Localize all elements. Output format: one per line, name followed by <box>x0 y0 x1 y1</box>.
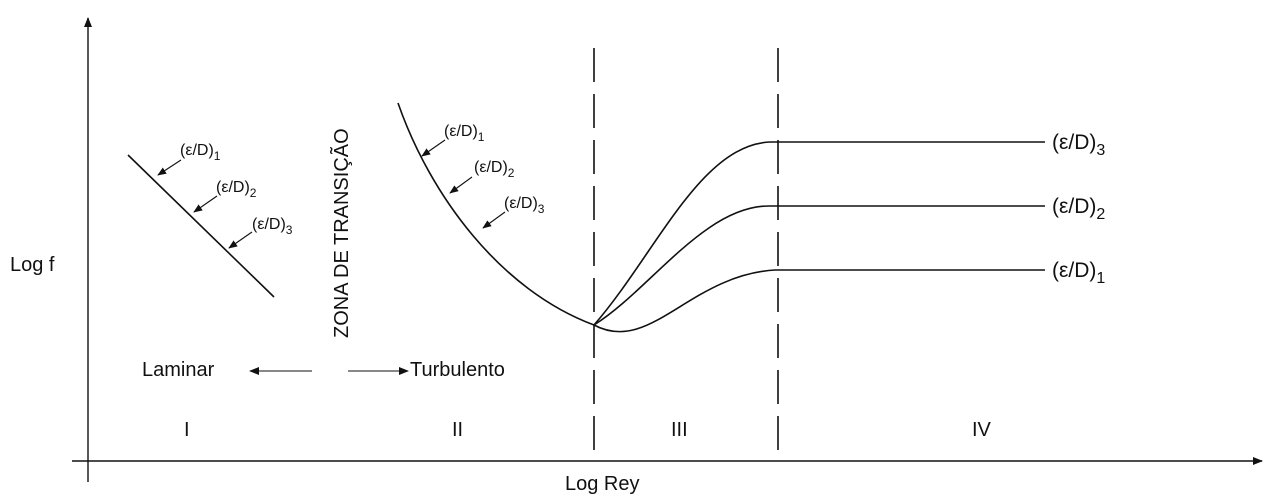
laminar-pointer-3 <box>228 231 253 249</box>
region-label-3: III <box>671 419 688 441</box>
roughness-curve-1 <box>593 269 1045 333</box>
roughness-base-text: (ε/D) <box>504 195 538 212</box>
roughness-base-text: (ε/D) <box>1052 195 1096 218</box>
roughness-subscript: 2 <box>250 186 257 200</box>
transition-zone-label: ZONA DE TRANSIÇÃO <box>329 128 353 338</box>
turbulent-pointer-3 <box>482 211 506 229</box>
roughness-subscript: 3 <box>538 202 545 216</box>
roughness-base-text: (ε/D) <box>1052 131 1096 154</box>
curve-label-1: (ε/D)1 <box>1052 259 1105 287</box>
roughness-base-text: (ε/D) <box>474 159 508 176</box>
laminar-pointer-2 <box>193 195 218 213</box>
region-label-4: IV <box>972 419 992 441</box>
region-label-2: II <box>452 419 463 441</box>
laminar-roughness-label-2: (ε/D)2 <box>216 179 257 200</box>
laminar-roughness-label-3: (ε/D)3 <box>252 216 293 237</box>
roughness-curve-3 <box>593 141 1045 326</box>
laminar-roughness-label-1: (ε/D)1 <box>180 142 221 163</box>
smooth-turbulent-curve <box>397 102 595 326</box>
roughness-subscript: 1 <box>1096 270 1105 287</box>
roughness-subscript: 1 <box>214 149 221 163</box>
roughness-subscript: 3 <box>1096 142 1105 159</box>
roughness-curve-2 <box>593 205 1045 326</box>
roughness-base-text: (ε/D) <box>216 179 250 196</box>
region-label-1: I <box>184 419 190 441</box>
x-axis-label: Log Rey <box>565 473 640 495</box>
curve-label-2: (ε/D)2 <box>1052 195 1105 223</box>
roughness-subscript: 2 <box>1096 206 1105 223</box>
turbulent-pointer-2 <box>449 176 473 194</box>
laminar-pointer-1 <box>157 159 182 176</box>
roughness-base-text: (ε/D) <box>444 123 478 140</box>
roughness-base-text: (ε/D) <box>180 142 214 159</box>
turbulent-pointer-1 <box>421 139 446 157</box>
roughness-subscript: 1 <box>478 130 485 144</box>
turbulent-roughness-label-2: (ε/D)2 <box>474 159 515 180</box>
turbulent-roughness-label-3: (ε/D)3 <box>504 195 545 216</box>
turbulent-label: Turbulento <box>410 359 505 381</box>
turbulent-roughness-label-1: (ε/D)1 <box>444 123 485 144</box>
curve-label-3: (ε/D)3 <box>1052 131 1105 159</box>
roughness-subscript: 3 <box>286 223 293 237</box>
roughness-subscript: 2 <box>508 166 515 180</box>
y-axis-label: Log f <box>10 254 55 276</box>
roughness-base-text: (ε/D) <box>252 216 286 233</box>
roughness-base-text: (ε/D) <box>1052 259 1096 282</box>
laminar-friction-line <box>127 154 275 298</box>
laminar-label: Laminar <box>142 359 215 381</box>
